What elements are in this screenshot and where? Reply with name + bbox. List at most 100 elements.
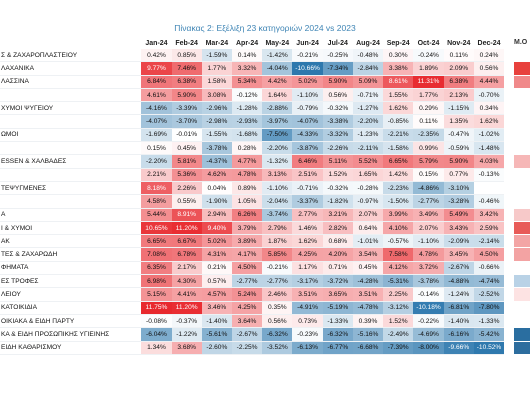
heatmap-cell: 4.77%: [231, 154, 263, 169]
average-color-cell: [513, 247, 530, 262]
heatmap-cell: -0.48%: [352, 49, 384, 63]
average-color-cell: [513, 75, 530, 89]
average-color-cell: [513, 101, 530, 116]
heatmap-cell: -4.69%: [413, 327, 444, 342]
table-title: Πίνακας 2: Εξέλιξη 23 κατηγοριών 2024 vs…: [174, 23, 356, 33]
gap-cell: [504, 261, 514, 275]
heatmap-cell: -4.74%: [473, 274, 505, 289]
heatmap-cell: -4.33%: [292, 128, 323, 143]
heatmap-cell: 3.65%: [322, 287, 353, 302]
heatmap-cell: 2.59%: [473, 221, 505, 236]
column-header-sep-24: Sep-24: [386, 40, 410, 47]
heatmap-cell: -1.68%: [231, 128, 263, 143]
column-header-jan-24: Jan-24: [145, 40, 168, 47]
gap-cell: [504, 341, 514, 355]
heatmap-cell: 5.02%: [201, 234, 232, 249]
heatmap-cell: 5.24%: [231, 287, 263, 302]
heatmap-cell: 3.51%: [352, 287, 384, 302]
heatmap-cell: 8.91%: [171, 208, 202, 222]
heatmap-cell: 2.17%: [171, 261, 202, 276]
heatmap-cell: 0.28%: [231, 141, 263, 156]
heatmap-cell: 4.17%: [231, 247, 263, 262]
heatmap-cell: -1.58%: [383, 141, 414, 156]
heatmap-cell: -2.88%: [262, 101, 293, 116]
gap-cell: [504, 208, 514, 222]
heatmap-cell: -0.28%: [352, 181, 384, 196]
row-label: ΛΑΧΑΝΙΚΑ: [0, 61, 142, 76]
gap-cell: [504, 101, 514, 115]
heatmap-cell: -1.42%: [262, 49, 293, 63]
heatmap-cell: 0.04%: [201, 181, 232, 196]
heatmap-cell: -1.24%: [443, 287, 474, 302]
heatmap-cell: 4.50%: [231, 261, 263, 276]
heatmap-cell: 0.29%: [413, 101, 444, 116]
heatmap-cell: -4.37%: [201, 154, 232, 169]
heatmap-cell: -7.39%: [383, 341, 414, 355]
heatmap-cell: 2.79%: [262, 221, 293, 236]
table-row: ΦΗΜΑΤΑ 6.35% 2.17% 0.21% 4.50% -0.21% 1.17% 0.7…: [0, 261, 530, 276]
heatmap-cell: 2.21%: [141, 168, 172, 182]
heatmap-cell: -6.32%: [322, 327, 353, 342]
heatmap-cell: -6.68%: [352, 341, 384, 355]
heatmap-cell: -2.67%: [443, 261, 474, 276]
heatmap-cell: -2.49%: [383, 327, 414, 342]
average-color-cell: [513, 314, 530, 329]
heatmap-cell: 6.65%: [141, 234, 172, 249]
extra-column-header: Μ.Ο: [514, 39, 528, 46]
heatmap-cell: -0.32%: [322, 181, 353, 196]
heatmap-cell: -1.10%: [262, 181, 293, 196]
heatmap-cell: 1.55%: [383, 88, 414, 103]
heatmap-cell: 0.73%: [292, 314, 323, 329]
heatmap-cell: 3.51%: [292, 287, 323, 302]
row-label: ΚΑ & ΕΙΔΗ ΠΡΟΣΩΠΙΚΗΣ ΥΓΙΕΙΝΗΣ: [0, 327, 142, 342]
heatmap-cell: 4.25%: [231, 301, 263, 315]
table-row: Α 5.44% 8.91% 2.94% 6.26% -3.74% 2.77% 3.21% 2.0…: [0, 208, 530, 222]
header-label-cell: [0, 38, 141, 49]
heatmap-cell: 11.20%: [171, 301, 202, 315]
heatmap-cell: -0.13%: [473, 168, 505, 182]
gap-cell: [504, 274, 514, 288]
heatmap-cell: 0.68%: [322, 234, 353, 249]
heatmap-cell: 5.36%: [171, 168, 202, 182]
header-row: Jan-24 Feb-24 Mar-24 Apr-24 May-24 Jun-24 Jul-…: [0, 38, 530, 49]
heatmap-cell: 0.39%: [352, 314, 384, 329]
average-color-cell: [513, 168, 530, 182]
row-label: [0, 194, 142, 209]
heatmap-cell: -3.39%: [171, 101, 202, 116]
heatmap-cell: 6.78%: [171, 247, 202, 262]
heatmap-cell: -0.47%: [443, 128, 474, 143]
heatmap-cell: 0.99%: [413, 141, 444, 156]
heatmap-cell: -7.80%: [473, 301, 505, 315]
heatmap-cell: 4.41%: [171, 287, 202, 302]
average-color-cell: [513, 49, 530, 63]
heatmap-cell: -2.98%: [201, 114, 232, 129]
heatmap-cell: 1.62%: [473, 114, 505, 129]
heatmap-cell: 5.44%: [141, 208, 172, 222]
heatmap-table: Jan-24 Feb-24 Mar-24 Apr-24 May-24 Jun-24 Jul-…: [0, 38, 530, 355]
heatmap-cell: 2.09%: [443, 61, 474, 76]
heatmap-cell: -1.28%: [231, 101, 263, 116]
column-header-jul-24: Jul-24: [327, 40, 348, 47]
column-header-apr-24: Apr-24: [235, 40, 259, 47]
table-row: ΧΥΜΟΙ ΨΥΓΕΙΟΥ -4.16% -3.39% -2.96% -1.28% -2.…: [0, 101, 530, 116]
heatmap-cell: -0.14%: [413, 287, 444, 302]
heatmap-cell: -4.07%: [292, 114, 323, 129]
gap-cell: [504, 75, 514, 89]
heatmap-cell: -8.00%: [413, 341, 444, 355]
heatmap-cell: 6.98%: [141, 274, 172, 289]
heatmap-cell: 0.11%: [443, 49, 474, 63]
heatmap-cell: 4.31%: [201, 247, 232, 262]
heatmap-cell: 1.52%: [383, 314, 414, 329]
heatmap-cell: -6.32%: [262, 327, 293, 342]
table-row: ΛΑΣΣΙΝΑ 6.84% 6.38% 1.58% 5.34% 4.42% 5.02% 5.9…: [0, 75, 530, 89]
heatmap-cell: -1.32%: [262, 154, 293, 169]
heatmap-cell: -4.86%: [413, 181, 444, 196]
heatmap-cell: -1.59%: [201, 49, 232, 63]
heatmap-cell: 5.15%: [141, 287, 172, 302]
heatmap-cell: -0.23%: [292, 327, 323, 342]
heatmap-cell: 3.72%: [413, 261, 444, 276]
average-color-cell: [513, 274, 530, 289]
gap-cell: [504, 327, 514, 342]
heatmap-cell: 0.15%: [141, 141, 172, 156]
table-row: ΛΕΙΟΥ 5.15% 4.41% 4.57% 5.24% 2.46% 3.51% 3.65%…: [0, 287, 530, 302]
